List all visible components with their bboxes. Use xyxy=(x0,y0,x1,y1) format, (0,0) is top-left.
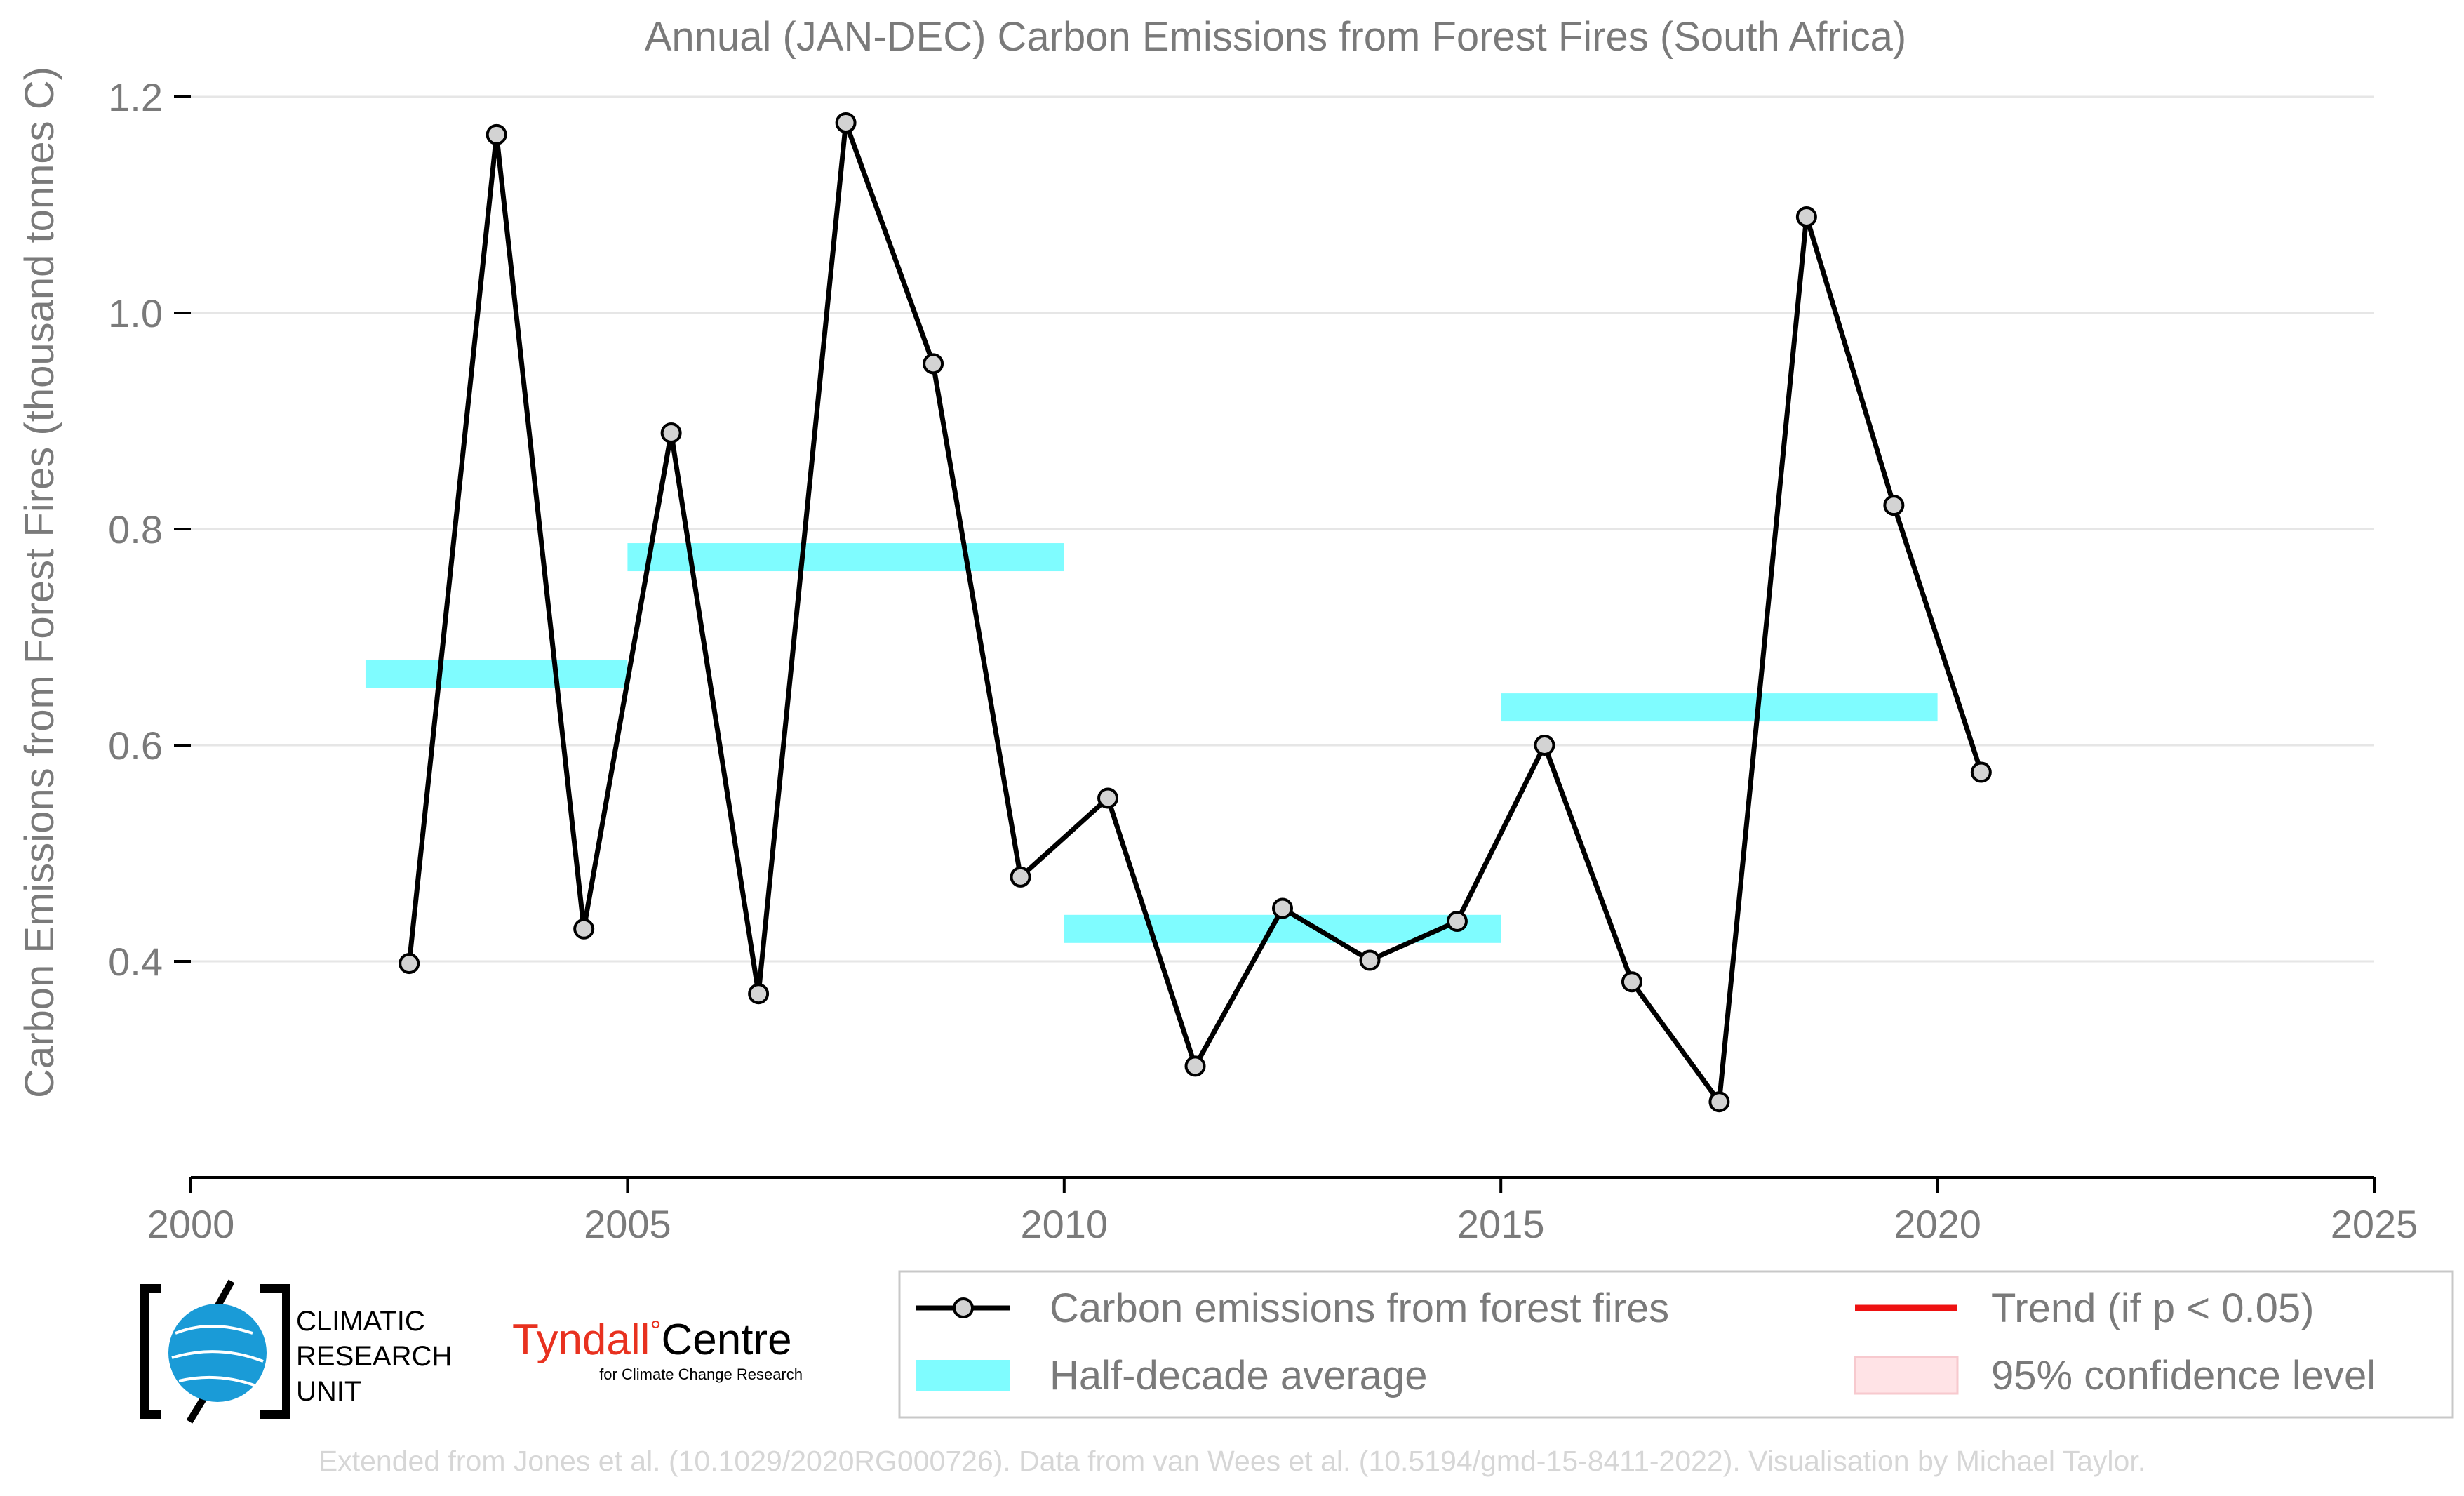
x-tick-label: 2020 xyxy=(1894,1202,1981,1246)
grid-lines xyxy=(191,95,2374,963)
x-tick-label: 2005 xyxy=(584,1202,671,1246)
legend-label-trend: Trend (if p < 0.05) xyxy=(1991,1285,2314,1331)
legend-swatch-half-decade xyxy=(916,1360,1010,1391)
x-tick-label: 2025 xyxy=(2331,1202,2418,1246)
chart-title: Annual (JAN-DEC) Carbon Emissions from F… xyxy=(645,14,1907,60)
data-point xyxy=(1272,897,1293,919)
half-decade-band xyxy=(627,543,1064,572)
data-point xyxy=(748,983,770,1005)
half-decade-band xyxy=(1501,693,1938,722)
data-point xyxy=(1010,866,1031,888)
x-tick-label: 2000 xyxy=(147,1202,235,1246)
data-point xyxy=(1184,1055,1206,1077)
y-tick-label: 1.2 xyxy=(108,75,163,119)
data-point xyxy=(1446,911,1468,933)
legend-label-emissions: Carbon emissions from forest fires xyxy=(1050,1285,1669,1331)
half-decade-bands xyxy=(365,543,1938,943)
y-axis-label: Carbon Emissions from Forest Fires (thou… xyxy=(17,67,62,1098)
cru-logo: CLIMATIC RESEARCH UNIT xyxy=(140,1279,452,1424)
x-axis: 2000 2005 2010 2015 2020 2025 xyxy=(147,1177,2418,1246)
data-point xyxy=(1534,735,1555,756)
data-point xyxy=(923,353,944,375)
x-tick-label: 2010 xyxy=(1021,1202,1109,1246)
data-point xyxy=(573,918,595,940)
legend-label-half-decade: Half-decade average xyxy=(1050,1353,1427,1398)
series-points xyxy=(399,112,1992,1113)
tyndall-logo: Tyndall°Centre for Climate Change Resear… xyxy=(512,1316,803,1383)
tyndall-logo-name: Tyndall°Centre xyxy=(512,1316,792,1364)
y-axis: 0.4 0.6 0.8 1.0 1.2 xyxy=(108,75,191,984)
legend-swatch-confidence xyxy=(1854,1356,1959,1395)
cru-logo-line3: UNIT xyxy=(296,1376,361,1407)
y-tick-label: 1.0 xyxy=(108,291,163,335)
legend-box xyxy=(898,1270,2454,1419)
emissions-line xyxy=(406,120,1984,1104)
x-tick-label: 2015 xyxy=(1457,1202,1545,1246)
half-decade-band xyxy=(365,660,628,688)
y-tick-label: 0.4 xyxy=(108,940,163,984)
legend-label-confidence: 95% confidence level xyxy=(1991,1353,2376,1398)
data-point xyxy=(1883,495,1905,516)
data-point xyxy=(1970,761,1992,783)
legend-marker-emissions xyxy=(953,1297,974,1318)
cru-logo-line2: RESEARCH xyxy=(296,1341,452,1372)
data-point xyxy=(1708,1091,1730,1113)
y-tick-label: 0.6 xyxy=(108,723,163,768)
data-point xyxy=(1621,971,1642,993)
series-line xyxy=(406,120,1984,1104)
half-decade-band xyxy=(1064,914,1501,943)
tyndall-logo-subtitle: for Climate Change Research xyxy=(599,1365,803,1383)
y-tick-label: 0.8 xyxy=(108,507,163,552)
data-point xyxy=(399,953,420,975)
data-point xyxy=(486,123,507,145)
cru-logo-line1: CLIMATIC xyxy=(296,1306,425,1337)
data-point xyxy=(660,422,682,443)
data-point xyxy=(1097,787,1119,809)
data-point xyxy=(1795,206,1817,227)
legend: Carbon emissions from forest fires Trend… xyxy=(898,1270,2454,1419)
footer-credit: Extended from Jones et al. (10.1029/2020… xyxy=(319,1445,2145,1477)
data-point xyxy=(1359,949,1381,971)
data-point xyxy=(835,112,857,133)
